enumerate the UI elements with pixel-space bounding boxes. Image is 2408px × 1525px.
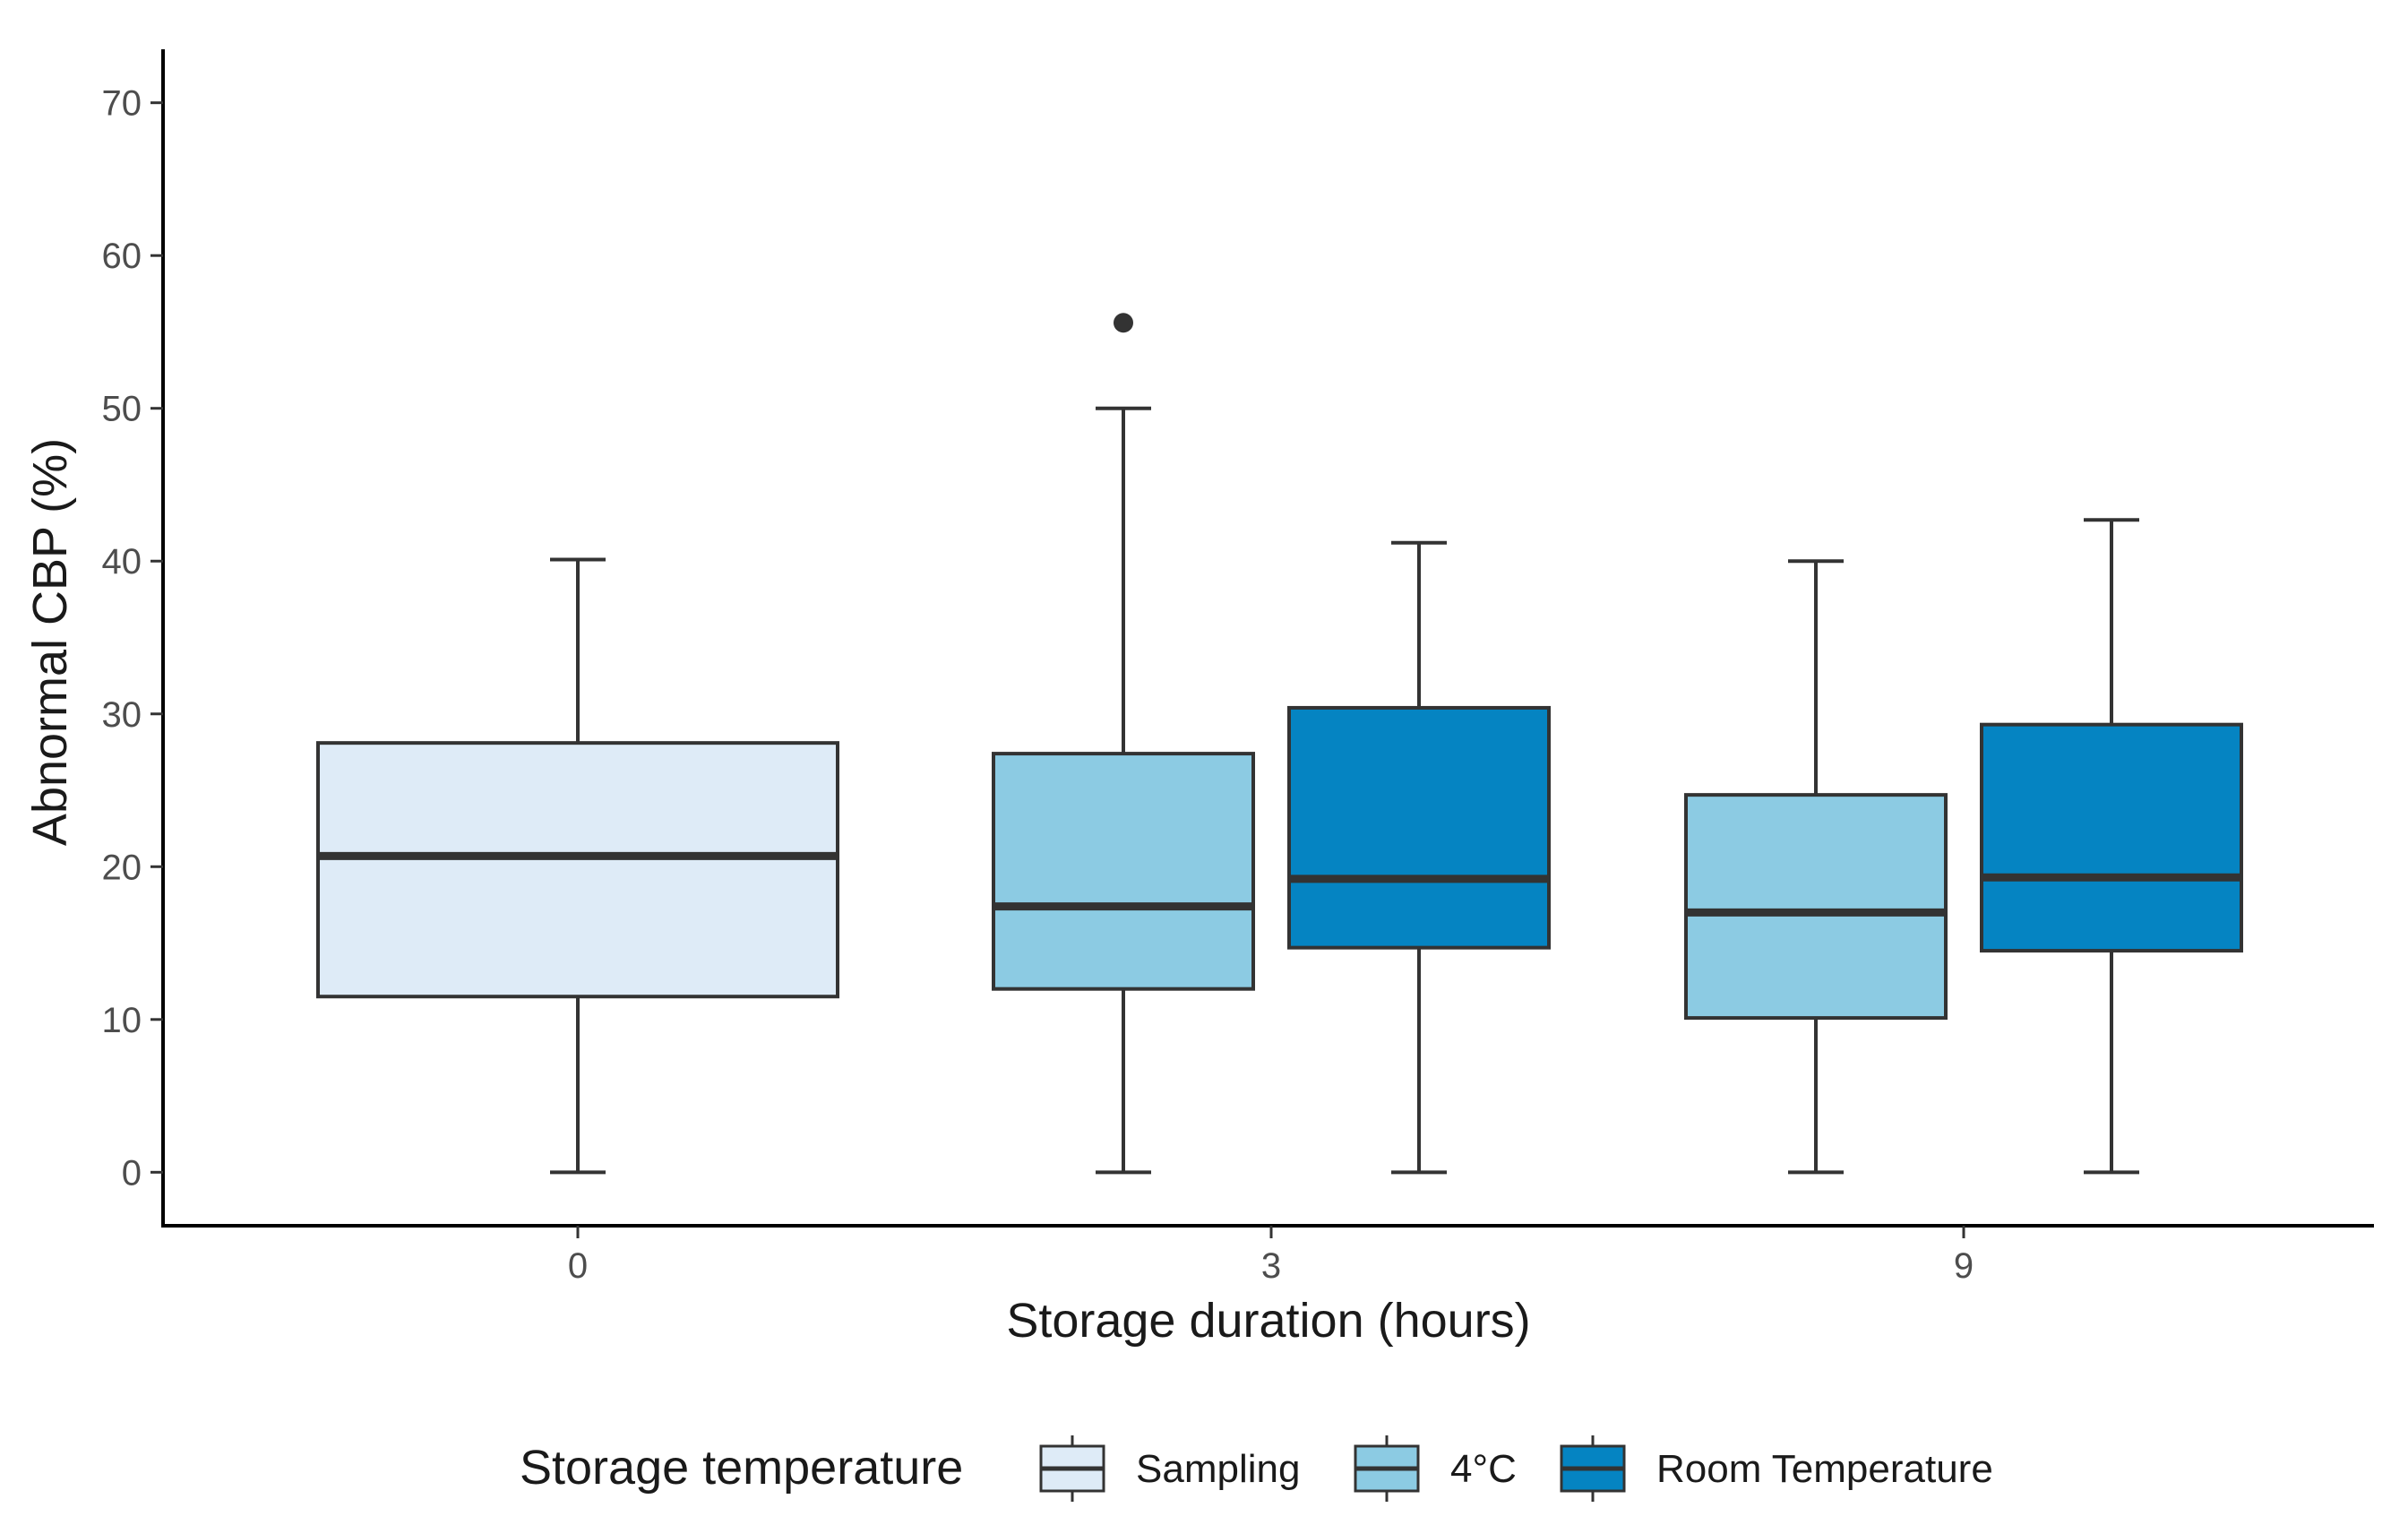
box-iqr bbox=[1980, 722, 2243, 953]
legend: Storage temperature Sampling 4°C Room Temp… bbox=[520, 1435, 1993, 1502]
legend-label: Room Temperature bbox=[1656, 1447, 1993, 1491]
outlier-point bbox=[1114, 313, 1133, 333]
box-iqr bbox=[1684, 793, 1948, 1021]
legend-item: Room Temperature bbox=[1560, 1435, 1993, 1502]
y-tick-label: 20 bbox=[102, 848, 142, 887]
x-tick-label: 9 bbox=[1954, 1246, 1974, 1286]
y-tick-label: 40 bbox=[102, 542, 142, 582]
legend-entries: Sampling 4°C Room Temperature bbox=[1039, 1435, 1993, 1502]
box-9-4-c bbox=[1684, 559, 1948, 1175]
y-tick-label: 10 bbox=[102, 1001, 142, 1040]
box-0-sampling bbox=[316, 557, 839, 1175]
x-tick-label: 3 bbox=[1261, 1246, 1281, 1286]
x-axis-title: Storage duration (hours) bbox=[1006, 1294, 1530, 1348]
y-tick-label: 70 bbox=[102, 84, 142, 124]
plot-area bbox=[316, 313, 2243, 1175]
x-tick-label: 0 bbox=[568, 1246, 588, 1286]
box-9-room-temperature bbox=[1980, 518, 2243, 1175]
legend-label: 4°C bbox=[1450, 1447, 1517, 1491]
y-axis-title: Abnormal CBP (%) bbox=[23, 438, 77, 846]
box-3-room-temperature bbox=[1287, 540, 1551, 1175]
legend-title: Storage temperature bbox=[520, 1441, 963, 1495]
y-tick-label: 60 bbox=[102, 237, 142, 276]
y-tick-label: 50 bbox=[102, 390, 142, 429]
legend-item: Sampling bbox=[1039, 1435, 1300, 1502]
y-axis-ticks: 0 10 20 30 40 50 60 70 bbox=[102, 84, 163, 1193]
box-iqr bbox=[992, 752, 1255, 991]
x-axis-ticks: 0 3 9 bbox=[568, 1226, 1974, 1286]
legend-item: 4°C bbox=[1354, 1435, 1517, 1502]
box-iqr bbox=[316, 741, 839, 999]
y-tick-label: 30 bbox=[102, 695, 142, 735]
axes: 0 10 20 30 40 50 60 70 0 3 9 bbox=[102, 49, 2374, 1286]
legend-label: Sampling bbox=[1136, 1447, 1300, 1491]
box-3-4-c bbox=[992, 313, 1255, 1175]
y-tick-label: 0 bbox=[122, 1153, 142, 1193]
box-iqr bbox=[1287, 705, 1551, 950]
